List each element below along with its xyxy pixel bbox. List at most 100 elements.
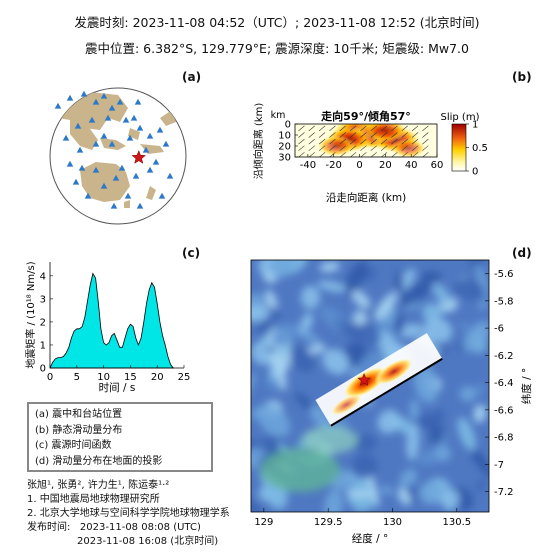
- slip-vector: [329, 138, 336, 145]
- bathymetry-feature: [265, 378, 281, 392]
- slip-vector: [329, 145, 336, 151]
- colorbar-label: Slip (m): [441, 112, 480, 123]
- slip-x-ticks: -40 -20 0 20 40 60: [300, 154, 444, 171]
- stf-x-tick-label: 5: [74, 372, 80, 383]
- bathymetry-feature: [468, 445, 489, 477]
- landmass: [146, 186, 156, 200]
- stf-x-label: 时间 / s: [99, 381, 136, 394]
- map-x-tick-label: 130: [383, 517, 402, 528]
- bathymetry-feature: [459, 322, 469, 332]
- slip-vector: [339, 138, 346, 145]
- source-time-function-chart: 0 5 10 15 20 25 0 1 2 3 4 时间 / s 地震矩率 / (10¹⁸ Nm/…: [24, 261, 190, 394]
- slip-vector: [380, 152, 388, 157]
- bathymetry-feature: [300, 285, 321, 310]
- slip-vector: [318, 132, 326, 138]
- legend-item-d: (d) 滑动量分布在地面的投影: [35, 455, 163, 467]
- station-triangle: [146, 166, 154, 173]
- slip-vector: [401, 125, 408, 132]
- map-slip-projection: [315, 333, 443, 427]
- station-triangle: [156, 126, 164, 133]
- slip-vector: [360, 132, 367, 138]
- bathymetry-feature: [270, 260, 296, 279]
- station-triangle: [166, 172, 174, 179]
- station-triangle: [62, 134, 70, 141]
- stf-area: [49, 272, 175, 369]
- bathymetry-feature: [400, 281, 431, 306]
- slip-vector: [349, 125, 357, 132]
- slip-y-tick-label: 0: [285, 120, 291, 131]
- stf-x-ticks: 0 5 10 15 20 25: [47, 365, 190, 383]
- slip-plot-frame: [294, 123, 438, 158]
- panel-label-c: (c): [182, 246, 201, 260]
- station-triangle: [112, 174, 120, 181]
- legend-item-a: (a) 震中和台站位置: [35, 409, 123, 420]
- station-triangle: [136, 124, 144, 131]
- slip-vector: [391, 125, 398, 132]
- panel-label-d: (d): [512, 246, 532, 260]
- bathymetry-feature: [420, 271, 442, 283]
- slip-vectors: [298, 125, 429, 157]
- slip-vector: [298, 132, 305, 138]
- station-triangle: [132, 172, 140, 179]
- map-y-tick-label: -6.4: [494, 378, 514, 389]
- station-triangle: [136, 202, 144, 209]
- bathymetry-feature: [317, 280, 347, 293]
- bathymetry-feature: [453, 279, 485, 300]
- bathymetry-feature: [300, 312, 314, 332]
- slip-vector: [308, 138, 315, 145]
- station-triangle: [92, 140, 100, 147]
- slip-vector: [370, 125, 377, 132]
- slip-vector: [380, 138, 388, 145]
- station-triangle: [80, 90, 88, 97]
- globe-map: [49, 87, 187, 225]
- bathymetry-feature: [345, 490, 375, 498]
- bathymetry-feature: [414, 365, 439, 403]
- slip-vector: [411, 152, 419, 157]
- slip-x-tick-label: 0: [356, 160, 362, 171]
- colorbar-tick-label: 0.5: [472, 143, 488, 154]
- bathymetry-feature: [433, 283, 450, 304]
- colorbar-ticks: 00.51: [466, 120, 488, 178]
- station-triangle: [142, 146, 150, 153]
- credits: 张旭¹, 张勇², 许力生¹, 陈运泰¹·² 1. 中国地震局地球物理研究所 2…: [27, 479, 230, 549]
- map-y-tick-label: -7: [494, 460, 504, 471]
- slip-patch: [374, 357, 414, 386]
- slip-vector: [308, 132, 315, 138]
- slip-vector: [319, 152, 326, 157]
- map-y-label: 纬度 / °: [520, 368, 533, 404]
- projected-fault-plane: [315, 333, 443, 427]
- slip-vector: [401, 145, 408, 151]
- slip-vector: [370, 145, 377, 151]
- bathymetry-feature: [289, 346, 315, 373]
- station-triangle: [100, 182, 108, 189]
- bathymetry-feature: [351, 454, 378, 480]
- bathymetry-feature: [319, 261, 341, 273]
- bathymetry-feature: [377, 409, 401, 434]
- slip-x-tick-label: -40: [300, 160, 316, 171]
- bathymetry-feature: [344, 322, 382, 346]
- slip-chart-title: 走向59°/倾角57°: [320, 109, 411, 123]
- slip-vector: [391, 138, 398, 145]
- bathymetry-feature: [395, 271, 404, 293]
- slip-vector: [349, 145, 357, 151]
- bathymetry-feature: [351, 290, 371, 309]
- map-y-tick-label: -7.2: [494, 487, 514, 498]
- publish-label: 发布时间:: [27, 522, 71, 533]
- colorbar: [451, 123, 467, 172]
- slip-vector: [349, 132, 357, 138]
- slip-vector: [318, 145, 326, 151]
- bathymetry-feature: [442, 490, 460, 511]
- station-triangle: [110, 202, 118, 209]
- map-x-tick-label: 129.5: [314, 517, 343, 528]
- bathymetry-feature: [307, 343, 326, 354]
- bathymetry-feature: [463, 320, 489, 353]
- slip-vector: [360, 125, 367, 132]
- station-triangle: [118, 164, 126, 171]
- slip-vector: [370, 132, 377, 138]
- slip-x-tick-label: 20: [379, 160, 392, 171]
- slip-x-tick-label: 60: [431, 160, 444, 171]
- slip-vector: [401, 152, 408, 157]
- map-x-tick-label: 129: [254, 517, 273, 528]
- map-bathymetry: [251, 260, 489, 512]
- slip-vector: [329, 132, 336, 138]
